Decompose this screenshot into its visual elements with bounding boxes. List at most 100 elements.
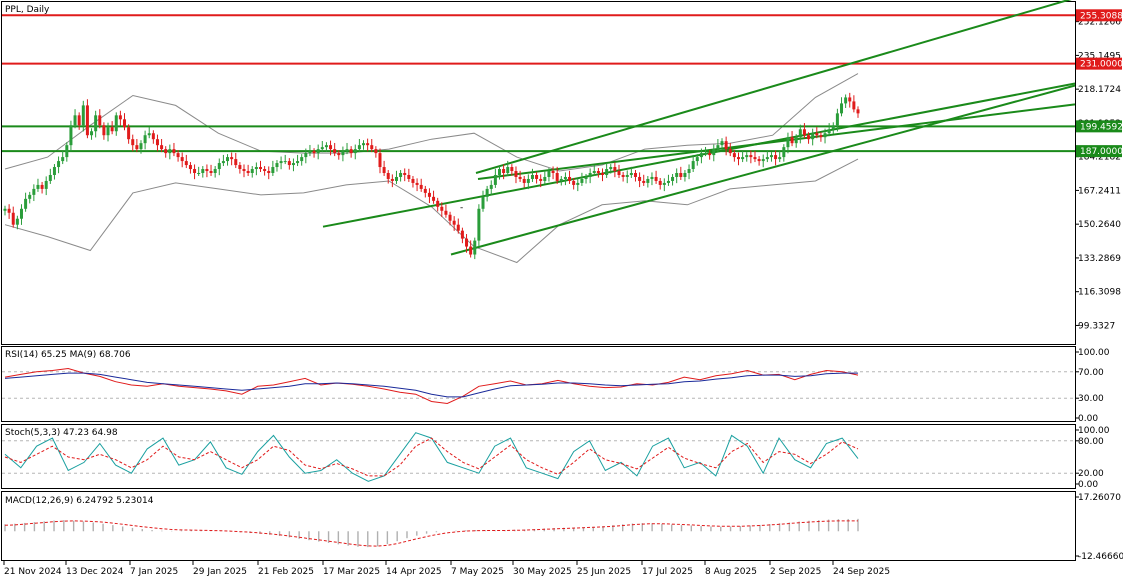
bear-candle	[287, 161, 291, 166]
bear-candle	[230, 157, 234, 160]
bull-candle	[61, 157, 65, 162]
bear-candle	[436, 200, 440, 207]
bear-candle	[349, 149, 353, 154]
bear-candle	[736, 157, 740, 160]
bull-candle	[477, 208, 481, 241]
bull-candle	[827, 129, 831, 134]
bear-candle	[209, 171, 213, 173]
bear-candle	[518, 176, 522, 179]
bear-candle	[184, 161, 188, 166]
bull-candle	[300, 157, 304, 162]
bull-candle	[324, 145, 328, 148]
price-tick-label: 167.2411	[1078, 186, 1121, 196]
bear-candle	[815, 133, 819, 136]
date-tick-label: 2 Sep 2025	[770, 567, 821, 577]
bull-candle	[44, 180, 48, 189]
date-tick-label: 8 Aug 2025	[705, 567, 757, 577]
bull-candle	[81, 105, 85, 126]
bear-candle	[658, 180, 662, 185]
bull-candle	[584, 176, 588, 179]
date-tick-label: 14 Apr 2025	[386, 567, 442, 577]
bear-candle	[555, 173, 559, 181]
bull-candle	[687, 169, 691, 173]
bear-candle	[452, 220, 456, 225]
bear-candle	[333, 149, 337, 154]
bull-candle	[580, 178, 584, 183]
bear-candle	[407, 174, 411, 179]
bull-candle	[683, 173, 687, 177]
bollinger-lower-band	[4, 158, 859, 264]
date-tick-label: 21 Nov 2024	[4, 567, 62, 577]
price-tick-label: 235.1495	[1078, 51, 1121, 61]
stoch-panel-frame	[1, 424, 1076, 489]
bull-candle	[671, 176, 675, 181]
bull-candle	[308, 151, 312, 154]
price-tick-label: 184.2182	[1078, 153, 1121, 163]
bull-candle	[143, 135, 147, 144]
bear-candle	[98, 115, 102, 126]
bull-candle	[28, 194, 32, 199]
bull-candle	[720, 141, 724, 146]
bear-candle	[502, 169, 506, 173]
bear-candle	[440, 206, 444, 211]
bear-candle	[164, 149, 168, 154]
bear-candle	[551, 171, 555, 173]
bull-candle	[213, 169, 217, 173]
bull-candle	[65, 145, 69, 158]
bear-candle	[370, 145, 374, 150]
support-level-label: 199.4592	[1080, 122, 1123, 132]
bear-candle	[77, 115, 81, 126]
bear-candle	[514, 171, 518, 177]
bear-candle	[263, 169, 267, 172]
bear-candle	[110, 127, 114, 132]
main-title: PPL, Daily	[5, 5, 50, 15]
bull-candle	[811, 133, 815, 140]
bear-candle	[728, 149, 732, 154]
bear-candle	[638, 176, 642, 181]
bear-candle	[172, 149, 176, 154]
bear-candle	[193, 169, 197, 173]
bear-candle	[539, 178, 543, 181]
bull-candle	[201, 169, 205, 173]
indicator-tick-label: 100.00	[1078, 348, 1110, 358]
indicator-tick-label: 20.00	[1078, 469, 1104, 479]
bull-candle	[831, 125, 835, 130]
support-level-label: 187.0000	[1080, 147, 1123, 157]
bull-candle	[823, 133, 827, 138]
date-tick-label: 13 Dec 2024	[66, 567, 124, 577]
bear-candle	[856, 109, 860, 114]
bull-candle	[840, 103, 844, 114]
date-tick-label: 17 Mar 2025	[323, 567, 380, 577]
stoch-title: Stoch(5,3,3) 47.23 64.98	[5, 428, 118, 438]
bear-candle	[234, 159, 238, 166]
bull-candle	[662, 182, 666, 185]
resistance-level-tag	[1076, 9, 1122, 22]
bear-candle	[246, 171, 250, 173]
bear-candle	[601, 173, 605, 175]
support-level-tag	[1076, 120, 1122, 133]
bear-candle	[460, 230, 464, 239]
bull-candle	[765, 157, 769, 160]
bull-candle	[275, 163, 279, 168]
price-tick-label: 252.1266	[1078, 18, 1121, 28]
bull-candle	[605, 169, 609, 175]
indicator-tick-label: 0.00	[1078, 480, 1098, 490]
bull-candle	[226, 157, 230, 162]
bear-candle	[242, 169, 246, 172]
price-tick-label: 218.1724	[1078, 85, 1121, 95]
bull-candle	[699, 153, 703, 158]
bull-candle	[794, 137, 798, 144]
bear-candle	[258, 167, 262, 170]
bull-candle	[650, 176, 654, 179]
bear-candle	[329, 145, 333, 150]
bull-candle	[576, 182, 580, 185]
bear-candle	[403, 173, 407, 175]
bull-candle	[798, 129, 802, 138]
bull-candle	[473, 240, 477, 255]
price-tick-label: 116.3098	[1078, 288, 1121, 298]
bull-candle	[666, 180, 670, 183]
bear-candle	[774, 155, 778, 160]
bear-candle	[427, 192, 431, 197]
indicator-series-line	[4, 367, 859, 405]
